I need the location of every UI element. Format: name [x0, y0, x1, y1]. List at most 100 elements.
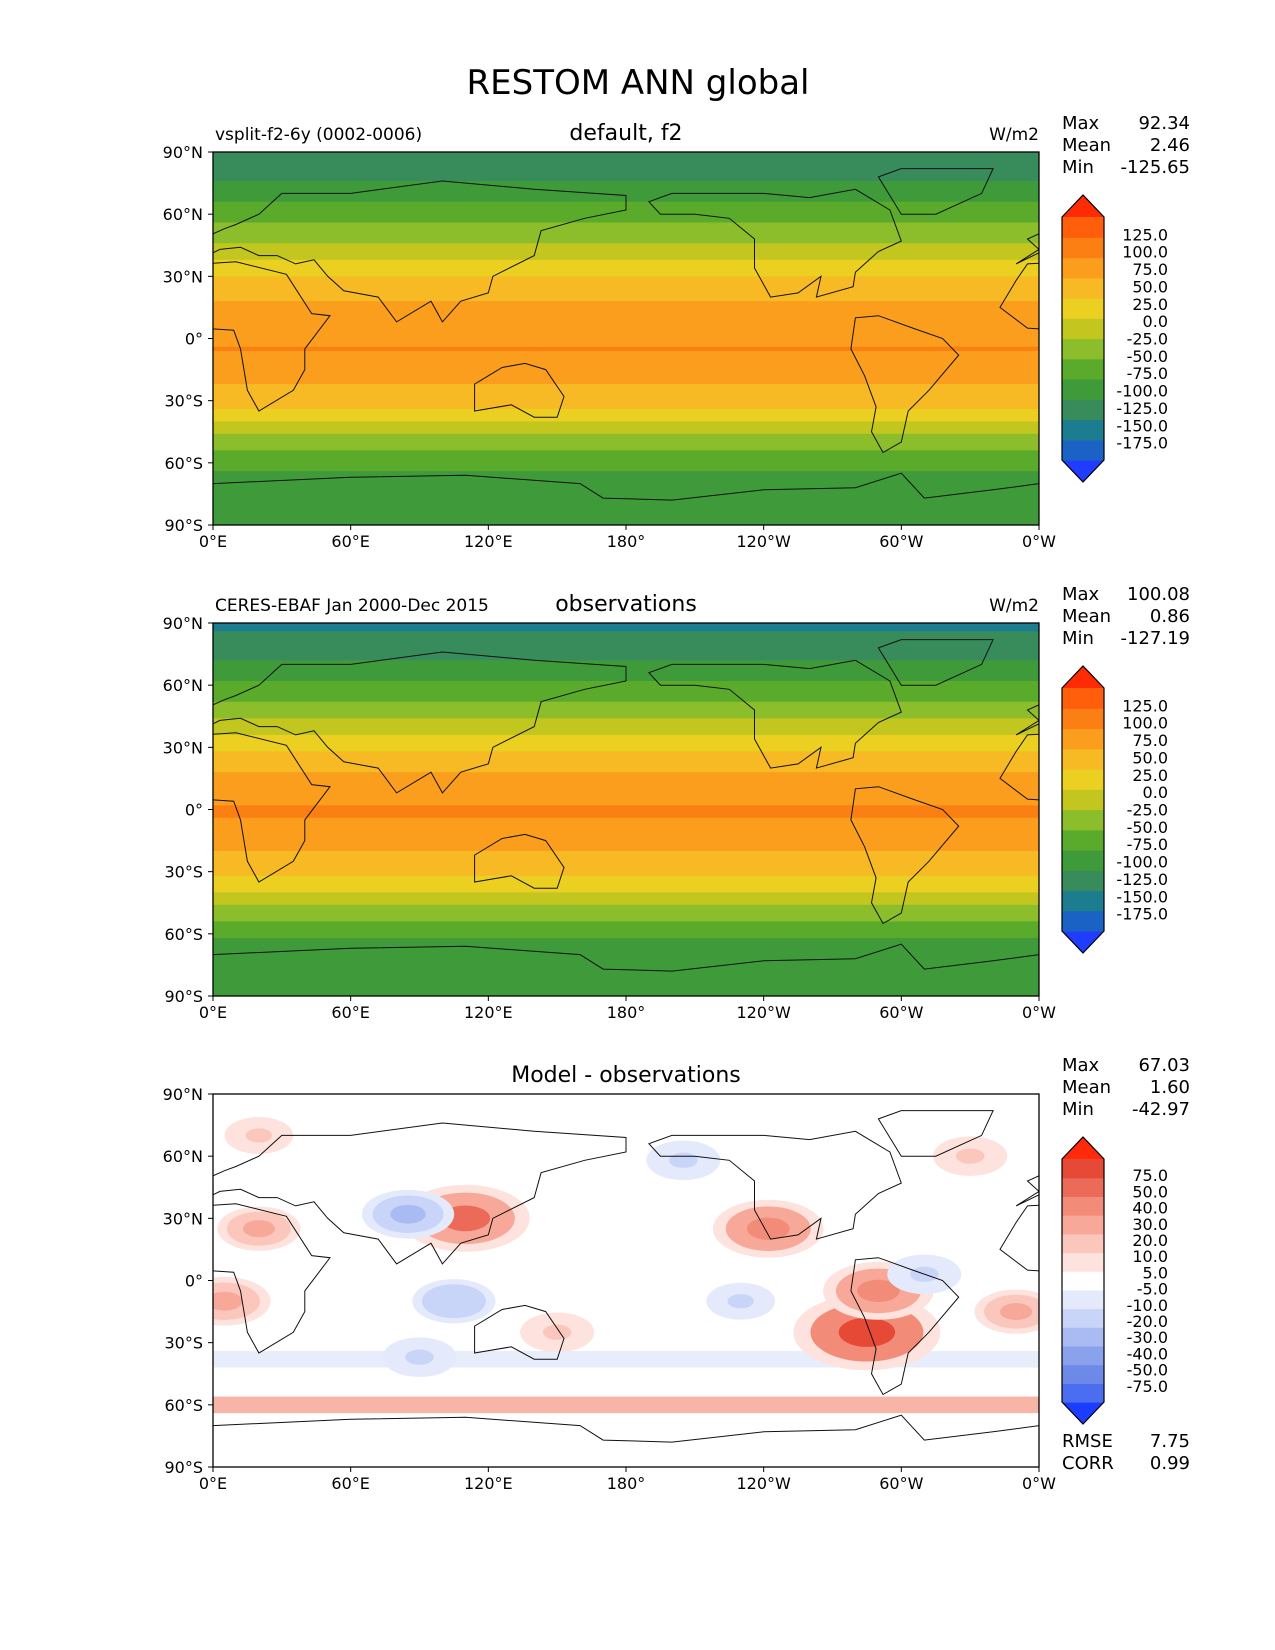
colorbar-segment [1062, 277, 1104, 299]
y-tick-label: 0° [185, 1272, 203, 1291]
field-band [213, 396, 1039, 402]
coastline [648, 188, 902, 298]
field-band [213, 747, 1039, 753]
anomaly-core [242, 1220, 275, 1238]
y-tick-label: 0° [185, 801, 203, 820]
colorbar-segment [1062, 769, 1104, 790]
field-band [213, 917, 1039, 923]
colorbar-tick-label: -125.0 [1116, 870, 1168, 889]
field-band [213, 268, 1039, 273]
colorbar-segment [1062, 890, 1104, 912]
field-band [213, 185, 1039, 190]
field-band [213, 210, 1039, 215]
field-band [213, 776, 1039, 782]
field-band [213, 276, 1039, 282]
coastline [213, 472, 1039, 525]
colorbar-segment [1062, 1196, 1104, 1216]
field-band [213, 830, 1039, 836]
field-band [213, 888, 1039, 894]
stat-value: 0.86 [1150, 606, 1190, 627]
field-band [213, 809, 1039, 815]
field-band [213, 925, 1039, 931]
y-tick-label: 60°S [164, 1396, 203, 1415]
colorbar-tick-label: 25.0 [1132, 766, 1168, 785]
y-tick-label: 60°S [164, 925, 203, 944]
stat-label: Max [1062, 113, 1100, 134]
field-band [213, 508, 1039, 514]
map-panel: 0°E 60°E 120°E 180° 120°W 60°W 0°W 90°N 60°N 30°N… [163, 584, 1190, 1022]
field-band [213, 987, 1039, 993]
colorbar-tick-label: 10.0 [1132, 1247, 1168, 1266]
colorbar-segment [1062, 1271, 1104, 1291]
field-band [213, 442, 1039, 447]
colorbar-segment [1062, 1383, 1104, 1403]
panel-units: W/m2 [989, 596, 1039, 616]
stat-label: Mean [1062, 606, 1111, 627]
anomaly-core [1000, 1303, 1033, 1321]
y-tick-label: 90°N [163, 1085, 203, 1104]
field-band [213, 631, 1039, 637]
field-band [213, 413, 1039, 418]
field-band [213, 330, 1039, 336]
field-band [213, 942, 1039, 947]
stat-label: Max [1062, 1055, 1100, 1076]
y-tick-label: 60°N [163, 1147, 203, 1166]
colorbar-tick-label: -50.0 [1127, 347, 1168, 366]
y-tick-label: 30°N [163, 738, 203, 757]
field-band [213, 425, 1039, 431]
x-tick-label: 120°W [736, 532, 791, 551]
field-band [213, 958, 1039, 964]
x-tick-label: 180° [607, 532, 646, 551]
stat-value: 7.75 [1150, 1431, 1190, 1452]
field-band [213, 867, 1039, 873]
y-tick-label: 30°S [164, 1334, 203, 1353]
field-band [213, 172, 1039, 178]
field-band [213, 780, 1039, 786]
field-band [213, 512, 1039, 518]
coastline [850, 786, 960, 925]
field-band [213, 838, 1039, 844]
stat-label: Mean [1062, 135, 1111, 156]
field-band [213, 222, 1039, 228]
y-tick-label: 90°S [164, 1458, 203, 1477]
stat-value: 1.60 [1150, 1077, 1190, 1098]
field-band [213, 176, 1039, 182]
stat-value: -42.97 [1132, 1099, 1190, 1120]
field-band [213, 247, 1039, 253]
x-tick-label: 0°E [199, 1474, 227, 1493]
field-band [213, 305, 1039, 311]
anomaly-core [955, 1148, 985, 1164]
coastline [474, 362, 565, 418]
field-band [213, 243, 1039, 249]
field-band [213, 466, 1039, 472]
colorbar-outline [1061, 665, 1105, 954]
colorbar-tick-label: -50.0 [1127, 1361, 1168, 1380]
colorbar-tick-label: 100.0 [1122, 714, 1168, 733]
field-band [213, 458, 1039, 464]
anomaly-core [437, 1292, 470, 1310]
colorbar-segment [1062, 870, 1104, 892]
field-band [213, 446, 1039, 452]
field-band [213, 863, 1039, 869]
field-band [213, 255, 1039, 261]
x-tick-label: 60°E [331, 1003, 369, 1022]
colorbar-tick-label: -150.0 [1116, 416, 1168, 435]
x-tick-label: 60°W [879, 1003, 923, 1022]
field-band [213, 317, 1039, 323]
field-band [213, 821, 1039, 827]
colorbar-extend-max [1062, 1137, 1104, 1159]
field-band [213, 726, 1039, 732]
field-band [213, 979, 1039, 985]
y-tick-label: 30°N [163, 1209, 203, 1228]
colorbar-tick-label: 75.0 [1132, 1166, 1168, 1185]
stat-label: Min [1062, 1099, 1094, 1120]
coastline [213, 180, 627, 323]
colorbar-segment [1062, 217, 1104, 238]
colorbar-tick-label: -5.0 [1137, 1280, 1168, 1299]
colorbar-tick-label: 100.0 [1122, 243, 1168, 262]
x-tick-label: 120°E [464, 1474, 513, 1493]
field-band [213, 879, 1039, 885]
y-tick-label: 90°N [163, 614, 203, 633]
coastline [213, 732, 331, 883]
colorbar-tick-label: 50.0 [1132, 1182, 1168, 1201]
